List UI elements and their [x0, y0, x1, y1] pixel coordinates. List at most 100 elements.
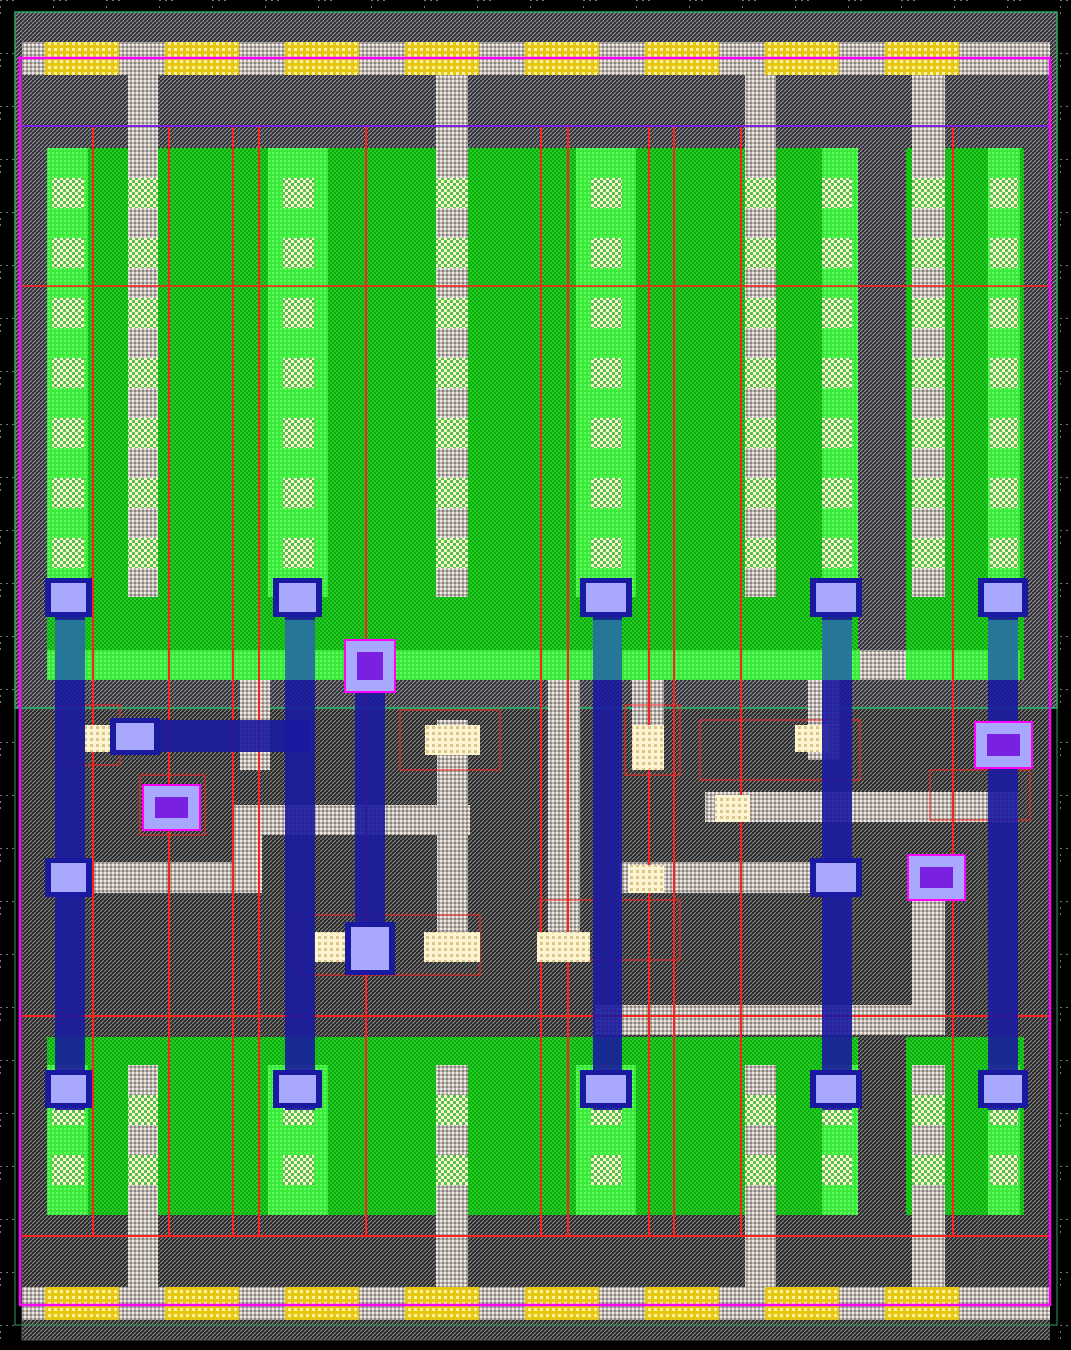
- metal2-contact: [51, 863, 86, 892]
- metal2-wire: [355, 640, 385, 975]
- poly-contact: [537, 932, 590, 962]
- diffusion-contact: [128, 478, 158, 508]
- diffusion-contact: [912, 478, 945, 508]
- diffusion-contact: [128, 538, 158, 568]
- diffusion-contact: [591, 1155, 622, 1185]
- diffusion-contact: [912, 418, 945, 448]
- poly-outline: [929, 769, 1031, 821]
- metal2-contact: [984, 583, 1022, 612]
- metal2-contact: [51, 583, 86, 612]
- metal2-contact: [984, 1075, 1022, 1103]
- diffusion-contact: [591, 238, 622, 268]
- diffusion-contact: [591, 298, 622, 328]
- poly-gate: [567, 125, 569, 1235]
- diffusion-contact: [912, 538, 945, 568]
- diffusion-contact: [52, 298, 84, 328]
- diffusion-contact: [436, 478, 468, 508]
- diffusion-contact: [283, 238, 314, 268]
- via: [920, 867, 953, 888]
- diffusion-contact: [822, 478, 852, 508]
- cell-boundary: [18, 56, 1052, 1307]
- diffusion-contact: [822, 358, 852, 388]
- diffusion-contact: [52, 178, 84, 208]
- metal2-contact: [586, 583, 626, 612]
- diffusion-contact: [52, 238, 84, 268]
- poly-outline: [699, 719, 861, 781]
- diffusion-contact: [52, 478, 84, 508]
- poly-gate: [648, 125, 650, 1235]
- diffusion-contact: [745, 178, 776, 208]
- poly-contact: [632, 725, 664, 770]
- poly-line: [22, 285, 1050, 287]
- diffusion-contact: [822, 418, 852, 448]
- diffusion-contact: [283, 478, 314, 508]
- implant-outline: [21, 21, 979, 1341]
- metal2-contact: [816, 583, 856, 612]
- diffusion-contact: [990, 1155, 1018, 1185]
- diffusion-contact: [912, 1155, 945, 1185]
- metal2-overlap: [988, 620, 1018, 680]
- diffusion-contact: [591, 358, 622, 388]
- metal1-wire: [860, 650, 906, 680]
- diffusion-contact: [591, 538, 622, 568]
- metal2-contact: [816, 863, 856, 892]
- metal1-wire: [705, 792, 1018, 822]
- metal1-strap: [436, 75, 468, 597]
- diffusion-contact: [990, 178, 1018, 208]
- metal1-strap: [128, 75, 158, 597]
- poly-contact: [425, 725, 480, 755]
- metal1-wire: [233, 805, 470, 835]
- metal2-contact: [279, 583, 316, 612]
- diffusion-contact: [436, 418, 468, 448]
- poly-gate: [92, 125, 94, 1235]
- diffusion-contact: [436, 178, 468, 208]
- diffusion-contact: [436, 358, 468, 388]
- diffusion-contact: [822, 538, 852, 568]
- diffusion-contact: [283, 298, 314, 328]
- metal2-contact: [51, 1075, 86, 1103]
- poly-gate: [540, 125, 542, 1235]
- poly-gate: [740, 125, 742, 1235]
- diffusion-contact: [283, 418, 314, 448]
- diffusion-contact: [283, 1155, 314, 1185]
- outer-outline: [14, 11, 1058, 1326]
- diffusion-contact: [912, 298, 945, 328]
- diffusion-contact: [128, 238, 158, 268]
- metal2-overlap: [822, 620, 852, 680]
- diffusion-contact: [745, 1155, 776, 1185]
- diffusion-contact: [745, 238, 776, 268]
- diffusion-contact: [283, 538, 314, 568]
- metal1-strap: [912, 75, 945, 597]
- diffusion-contact: [52, 358, 84, 388]
- diffusion-contact: [745, 298, 776, 328]
- diffusion-contact: [990, 358, 1018, 388]
- poly-gate: [168, 125, 170, 1235]
- via: [155, 797, 188, 818]
- diffusion-contact: [128, 178, 158, 208]
- metal1-strap: [745, 75, 776, 597]
- diffusion-contact: [591, 478, 622, 508]
- metal2-overlap: [593, 620, 622, 680]
- diffusion-contact: [745, 418, 776, 448]
- poly-gate: [673, 125, 675, 1235]
- diffusion-contact: [436, 238, 468, 268]
- metal1-wire: [548, 680, 580, 960]
- metal2-overlap: [55, 620, 85, 680]
- diffusion-contact: [52, 538, 84, 568]
- diffusion-contact: [990, 238, 1018, 268]
- diffusion-contact: [822, 1155, 852, 1185]
- metal2-contact: [279, 1075, 316, 1103]
- diffusion-contact: [436, 1155, 468, 1185]
- via: [357, 652, 383, 680]
- poly-outline: [624, 704, 681, 776]
- metal2-overlap: [285, 620, 315, 680]
- diffusion-contact: [745, 478, 776, 508]
- diffusion-contact: [912, 1095, 945, 1125]
- diffusion-contact: [822, 238, 852, 268]
- poly-gate: [232, 125, 234, 1235]
- gnd-rail-contact: [165, 1287, 239, 1320]
- poly-line: [22, 125, 1050, 127]
- metal1-wire: [437, 720, 468, 960]
- diffusion-contact: [128, 1155, 158, 1185]
